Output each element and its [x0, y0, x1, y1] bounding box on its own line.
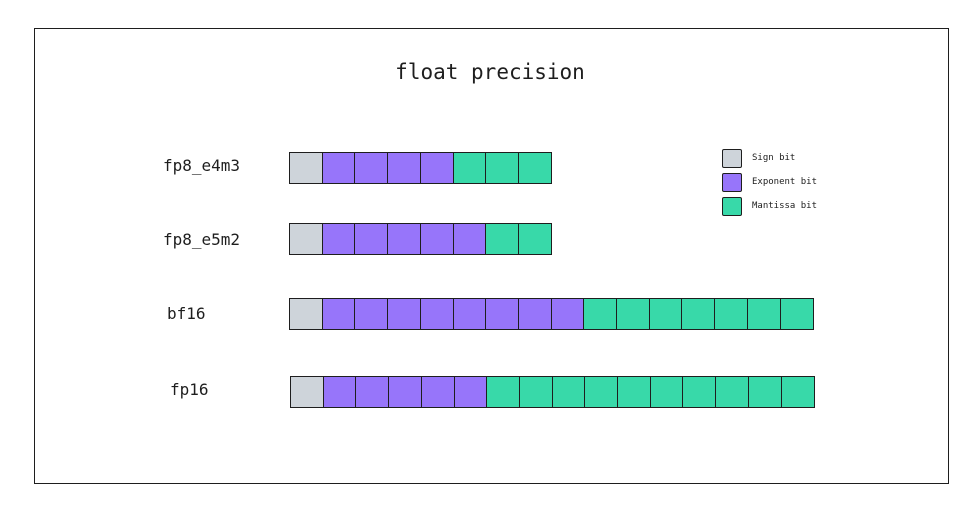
exponent-bit-cell: [420, 376, 455, 408]
bit-row-fp8-e4m3: [289, 152, 552, 184]
exponent-bit-cell: [550, 298, 585, 330]
exponent-bit-cell: [419, 152, 454, 184]
mantissa-bit-cell: [682, 376, 717, 408]
mantissa-bit-cell: [517, 152, 552, 184]
exponent-bit-cell: [321, 298, 356, 330]
mantissa-bit-cell: [649, 376, 684, 408]
mantissa-bit-cell: [485, 223, 520, 255]
exponent-bit-cell: [355, 376, 390, 408]
mantissa-bit-cell: [779, 298, 814, 330]
mantissa-bit-cell: [747, 376, 782, 408]
exponent-bit-cell: [322, 376, 357, 408]
mantissa-bit-cell: [485, 152, 520, 184]
exponent-bit-cell: [453, 376, 488, 408]
format-label-fp8-e5m2: fp8_e5m2: [163, 230, 241, 249]
legend-label-sign: Sign bit: [752, 153, 796, 163]
mantissa-bit-cell: [714, 298, 749, 330]
format-label-fp16: fp16: [170, 380, 209, 399]
mantissa-bit-cell: [486, 376, 521, 408]
mantissa-bit-cell: [517, 223, 552, 255]
exponent-bit-cell: [452, 298, 487, 330]
legend-item-sign: Sign bit: [722, 148, 795, 168]
mantissa-bit-cell: [780, 376, 815, 408]
exponent-bit-cell: [354, 152, 389, 184]
diagram-title: float precision: [395, 60, 585, 84]
exponent-bit-cell: [517, 298, 552, 330]
mantissa-bit-cell: [518, 376, 553, 408]
mantissa-bit-cell: [551, 376, 586, 408]
mantissa-bit-cell: [746, 298, 781, 330]
bit-row-bf16: [289, 298, 814, 330]
exponent-bit-cell: [321, 223, 356, 255]
legend-swatch-mantissa: [722, 196, 742, 216]
format-label-fp8-e4m3: fp8_e4m3: [163, 156, 241, 175]
mantissa-bit-cell: [616, 298, 651, 330]
sign-bit-cell: [290, 376, 324, 408]
exponent-bit-cell: [354, 223, 389, 255]
format-label-bf16: bf16: [167, 304, 206, 323]
legend-item-exponent: Exponent bit: [722, 172, 817, 192]
mantissa-bit-cell: [617, 376, 652, 408]
mantissa-bit-cell: [715, 376, 750, 408]
sign-bit-cell: [289, 223, 323, 255]
sign-bit-cell: [289, 298, 323, 330]
exponent-bit-cell: [354, 298, 389, 330]
mantissa-bit-cell: [648, 298, 683, 330]
diagram-frame: [34, 28, 949, 484]
legend-item-mantissa: Mantissa bit: [722, 196, 817, 216]
exponent-bit-cell: [321, 152, 356, 184]
exponent-bit-cell: [485, 298, 520, 330]
sign-bit-cell: [289, 152, 323, 184]
legend-swatch-exponent: [722, 172, 742, 192]
exponent-bit-cell: [387, 152, 422, 184]
exponent-bit-cell: [387, 223, 422, 255]
mantissa-bit-cell: [583, 298, 618, 330]
mantissa-bit-cell: [584, 376, 619, 408]
mantissa-bit-cell: [681, 298, 716, 330]
mantissa-bit-cell: [452, 152, 487, 184]
bit-row-fp8-e5m2: [289, 223, 552, 255]
legend-label-exponent: Exponent bit: [752, 177, 818, 187]
bit-row-fp16: [290, 376, 815, 408]
exponent-bit-cell: [419, 223, 454, 255]
legend-label-mantissa: Mantissa bit: [752, 201, 818, 211]
exponent-bit-cell: [388, 376, 423, 408]
exponent-bit-cell: [452, 223, 487, 255]
exponent-bit-cell: [419, 298, 454, 330]
legend-swatch-sign: [722, 148, 742, 168]
exponent-bit-cell: [387, 298, 422, 330]
